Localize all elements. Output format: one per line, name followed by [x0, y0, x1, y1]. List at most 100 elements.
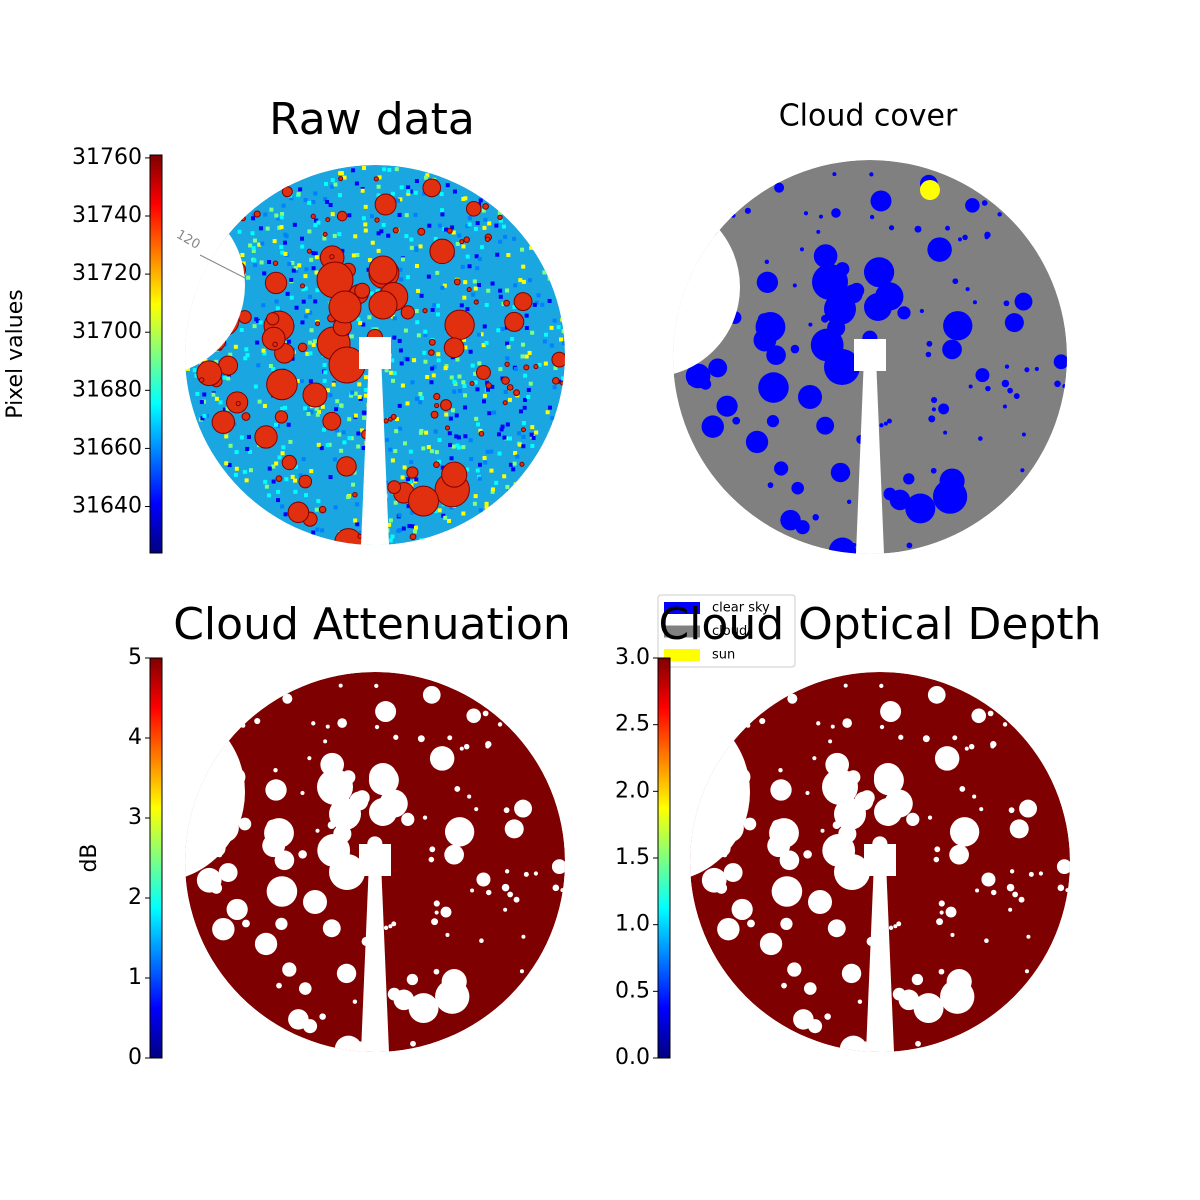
noise: [308, 294, 313, 299]
blob: [429, 238, 455, 265]
noise: [301, 299, 306, 304]
blob: [945, 225, 950, 231]
noise: [246, 434, 251, 439]
noise: [402, 441, 407, 446]
noise: [222, 375, 227, 380]
noise: [300, 236, 305, 241]
noise: [272, 239, 277, 244]
noise: [462, 383, 467, 388]
noise: [457, 233, 462, 238]
blob: [482, 203, 489, 210]
blob: [478, 430, 485, 437]
noise: [437, 438, 442, 443]
blob: [756, 271, 779, 293]
blob: [552, 884, 560, 892]
noise: [237, 229, 242, 234]
noise: [358, 320, 363, 325]
noise: [520, 354, 525, 359]
noise: [490, 281, 495, 286]
noise: [313, 223, 318, 228]
noise: [394, 167, 399, 172]
noise: [314, 507, 319, 512]
noise: [303, 493, 308, 498]
blob: [338, 683, 343, 688]
blob: [317, 769, 353, 805]
noise: [502, 435, 507, 440]
blob: [466, 708, 482, 724]
sky-image: [673, 160, 1067, 554]
tick-label: 31760: [72, 145, 142, 170]
tick-label: 31720: [72, 261, 142, 286]
blob: [242, 919, 250, 928]
noise: [521, 421, 526, 426]
blob: [905, 493, 936, 524]
blob: [1065, 888, 1070, 893]
noise: [304, 314, 309, 319]
noise: [200, 416, 205, 421]
blob: [459, 239, 465, 245]
noise: [265, 226, 270, 231]
noise: [463, 280, 468, 285]
blob: [406, 973, 419, 986]
noise: [436, 358, 441, 363]
blob: [276, 982, 282, 989]
blob: [266, 368, 298, 401]
noise: [398, 267, 403, 272]
noise: [410, 510, 415, 515]
noise: [421, 191, 426, 196]
noise: [399, 277, 404, 282]
blob: [475, 364, 491, 380]
blob: [824, 349, 860, 385]
noise: [484, 302, 489, 307]
blob: [841, 963, 862, 984]
blob: [444, 817, 475, 847]
noise: [253, 384, 258, 389]
blob: [914, 225, 922, 233]
blob: [334, 1035, 363, 1052]
blob: [218, 863, 238, 882]
noise: [281, 203, 286, 208]
noise: [517, 480, 522, 485]
blob: [1020, 468, 1025, 473]
noise: [441, 513, 446, 518]
noise: [529, 432, 534, 437]
blob: [938, 403, 950, 415]
blob: [823, 253, 828, 258]
blob: [441, 461, 468, 488]
noise: [274, 299, 279, 304]
blob: [938, 968, 945, 975]
noise: [497, 451, 502, 456]
noise: [227, 463, 232, 468]
blob: [898, 734, 904, 740]
blob: [523, 364, 530, 371]
noise: [394, 429, 399, 434]
blob: [767, 834, 791, 858]
blob: [708, 358, 728, 378]
noise: [440, 208, 445, 213]
noise: [398, 348, 403, 353]
noise: [192, 368, 197, 373]
noise: [320, 528, 325, 533]
noise: [461, 445, 466, 450]
noise: [524, 354, 529, 359]
blob: [897, 306, 911, 320]
noise: [521, 434, 526, 439]
blob: [1002, 404, 1007, 409]
noise: [542, 339, 547, 344]
noise: [474, 416, 479, 421]
noise: [490, 489, 495, 494]
noise: [489, 449, 494, 454]
noise: [271, 479, 276, 484]
blob: [533, 871, 539, 876]
noise: [257, 242, 262, 247]
blob: [1012, 891, 1019, 898]
blob: [1057, 884, 1065, 892]
blob: [300, 790, 305, 796]
noise: [454, 413, 459, 418]
noise: [433, 429, 438, 434]
blob: [559, 380, 565, 386]
noise: [314, 218, 319, 223]
noise: [510, 337, 515, 342]
noise: [369, 291, 374, 296]
noise: [472, 501, 477, 506]
